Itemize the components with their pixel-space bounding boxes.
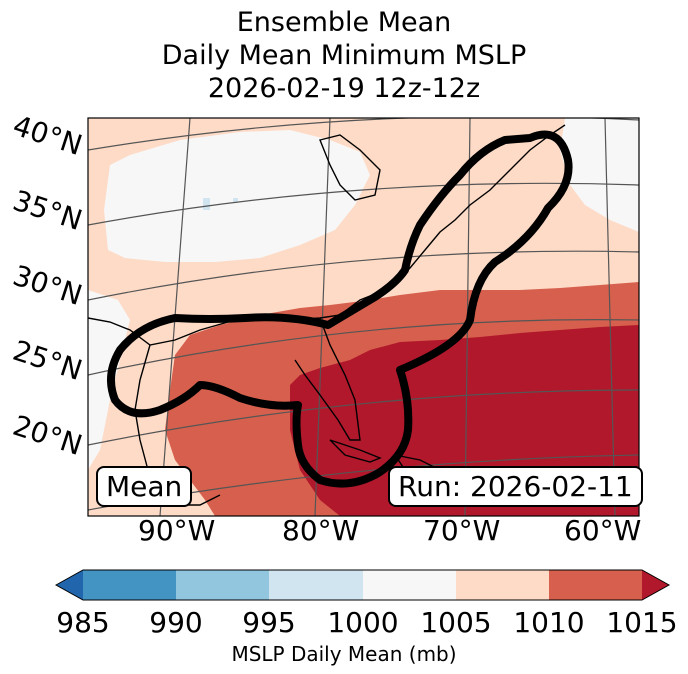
colorbar-tick-1000: 1000 (327, 606, 399, 639)
lon-label-80w: 80°W (282, 514, 360, 547)
field-1000-1005-northeast (560, 118, 639, 232)
colorbar-segment-995-1000 (269, 570, 363, 600)
lon-label-70w: 70°W (423, 514, 501, 547)
colorbar-segment-1000-1005 (363, 570, 456, 600)
colorbar-tick-995: 995 (242, 606, 296, 639)
colorbar-segment-1010-1015 (549, 570, 642, 600)
mean-label: Mean (96, 466, 193, 507)
field-1000-1005-north (104, 130, 370, 262)
colorbar-extend-above (642, 570, 669, 600)
colorbar-extend-below (56, 570, 83, 600)
colorbar-tick-1015: 1015 (606, 606, 678, 639)
lon-label-90w: 90°W (138, 514, 216, 547)
map-frame (87, 117, 640, 517)
colorbar-tick-1005: 1005 (420, 606, 492, 639)
run-date-label: Run: 2026-02-11 (388, 466, 643, 507)
colorbar-tick-1010: 1010 (513, 606, 585, 639)
title-line-3: 2026-02-19 12z-12z (207, 73, 481, 104)
lon-label-60w: 60°W (564, 514, 642, 547)
field-995-1000-speck-2 (233, 198, 238, 203)
colorbar-tick-990: 990 (149, 606, 203, 639)
title-line-2: Daily Mean Minimum MSLP (161, 40, 527, 71)
colorbar-segment-1005-1010 (456, 570, 549, 600)
colorbar-label: MSLP Daily Mean (mb) (231, 642, 457, 666)
title-line-1: Ensemble Mean (236, 7, 452, 38)
colorbar-outline (54, 569, 671, 601)
colorbar-tick-985: 985 (56, 606, 110, 639)
threshold-contour (107, 130, 573, 488)
colorbar-segment-985-990 (83, 570, 176, 600)
field-995-1000-speck (203, 198, 210, 210)
colorbar-segment-990-995 (176, 570, 269, 600)
